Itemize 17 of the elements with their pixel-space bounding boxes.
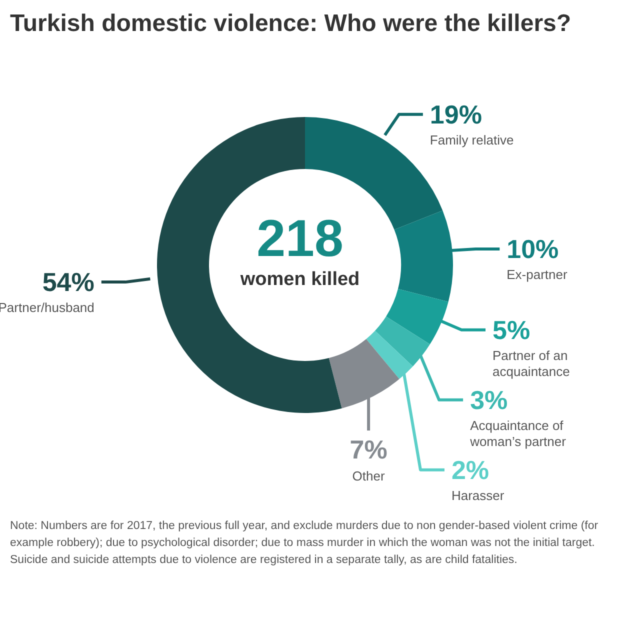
data-label: 7% <box>350 434 388 465</box>
data-label: 5% <box>492 314 530 345</box>
text: women killed <box>239 268 361 292</box>
slice-label: Harasser <box>451 488 505 503</box>
data-label: 3% <box>470 384 508 415</box>
slice-label: Ex-partner <box>506 266 568 282</box>
slice-label: Partner of an acquaintance <box>492 348 570 379</box>
slice-label: Other <box>352 468 386 484</box>
slice-label: Family relative <box>430 132 514 148</box>
data-label: 19% <box>430 99 482 130</box>
text: 218 <box>256 210 344 268</box>
data-label: 54% <box>42 267 94 298</box>
data-label: 10% <box>506 234 559 264</box>
slice-label: Acquaintance of woman’s partner <box>469 418 567 449</box>
text: Note: Numbers are for 2017, the previous full year, and exclude murders due to non gender-based violent crime (for example robbery); due to psychological disorder; due to mass murder in which the woman was not the initial target. Suicide and suicide attempts due to violence are registered in a separate tally, as are child fatalities. <box>10 519 600 568</box>
chart-title: Turkish domestic violence: Who were the killers? <box>10 10 572 38</box>
data-label: 2% <box>451 454 490 485</box>
